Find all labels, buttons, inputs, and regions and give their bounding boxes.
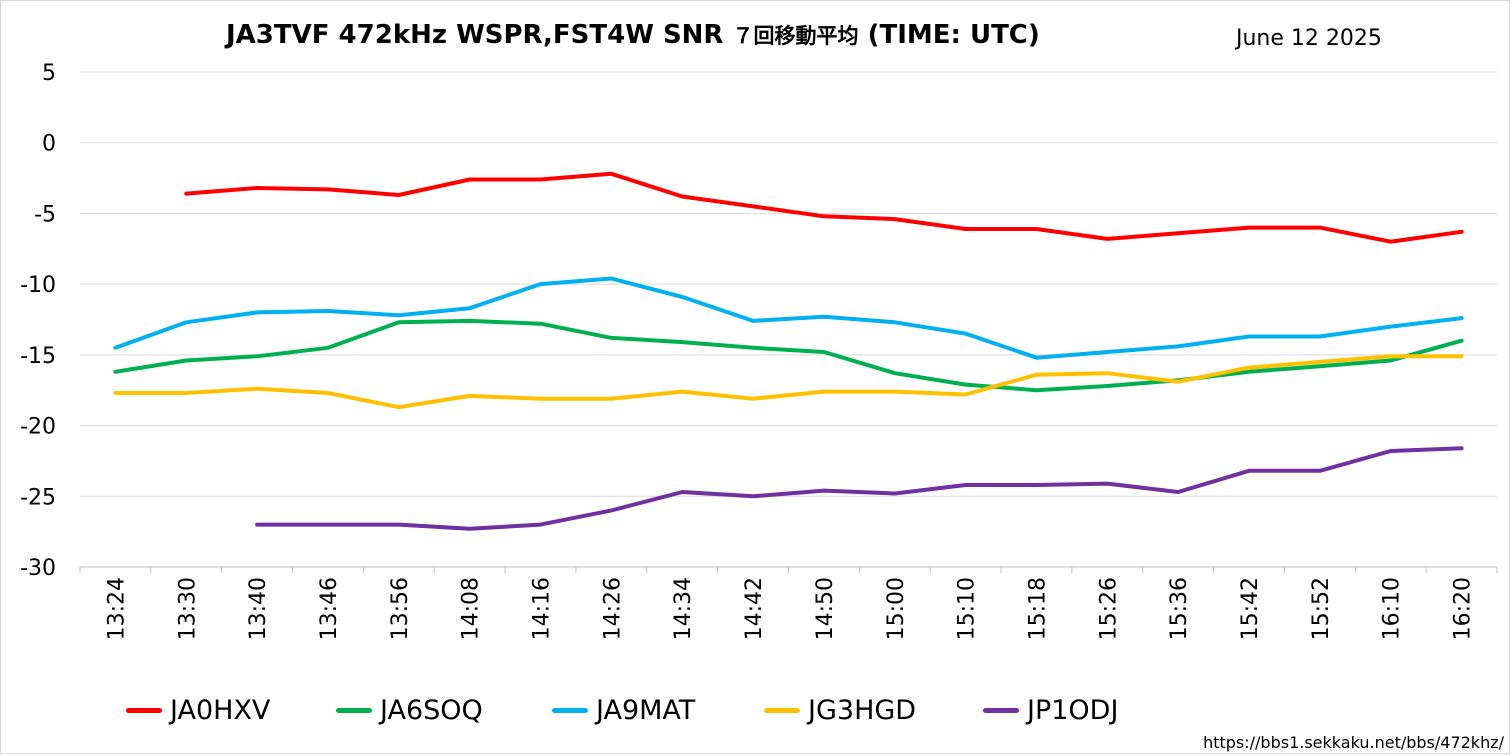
x-tick-label: 13:46	[317, 577, 342, 640]
x-tick-label: 13:30	[175, 577, 200, 640]
series-lines	[113, 171, 1464, 531]
chart-title-main: JA3TVF 472kHz WSPR,FST4W SNR	[226, 20, 724, 50]
legend-item-jp1odj: JP1ODJ	[983, 690, 1118, 730]
gridlines	[80, 71, 1497, 497]
y-tick-label: 0	[42, 132, 56, 157]
y-tick-label: -15	[20, 344, 56, 369]
x-tick-label: 16:20	[1451, 577, 1476, 640]
legend-swatch	[126, 707, 162, 713]
legend-label: JA0HXV	[170, 694, 271, 726]
legend-swatch	[764, 707, 800, 713]
y-tick-label: -5	[34, 202, 56, 227]
chart-title: JA3TVF 472kHz WSPR,FST4W SNR ７回移動平均 (TIM…	[226, 20, 1040, 50]
series-line-jp1odj	[255, 446, 1464, 531]
x-tick-label: 15:18	[1025, 577, 1050, 640]
x-tick-label: 14:50	[813, 577, 838, 640]
legend-item-jg3hgd: JG3HGD	[764, 690, 916, 730]
x-tick-label: 16:10	[1380, 577, 1405, 640]
y-tick-label: -20	[20, 415, 56, 440]
x-tick-label: 15:42	[1238, 577, 1263, 640]
series-line-ja0hxv	[184, 171, 1464, 244]
chart-title-jp: ７回移動平均	[732, 24, 859, 48]
legend: JA0HXV JA6SOQ JA9MAT JG3HGD JP1ODJ	[0, 690, 1512, 730]
x-tick-label: 13:24	[104, 577, 129, 640]
series-line-jg3hgd	[113, 354, 1464, 410]
x-tick-label: 15:36	[1167, 577, 1192, 640]
chart-title-suffix: (TIME: UTC)	[867, 20, 1040, 50]
x-tick-label: 15:10	[955, 577, 980, 640]
legend-swatch	[552, 707, 588, 713]
series-line-ja9mat	[113, 276, 1464, 360]
x-tick-label: 14:08	[459, 577, 484, 640]
x-tick-label: 14:34	[671, 577, 696, 640]
x-tick-label: 13:56	[388, 577, 413, 640]
x-tick-label: 14:42	[742, 577, 767, 640]
legend-item-ja9mat: JA9MAT	[552, 690, 695, 730]
y-tick-label: -10	[20, 273, 56, 298]
legend-swatch	[983, 707, 1019, 713]
x-tick-label: 15:26	[1096, 577, 1121, 640]
x-tick-label: 15:52	[1309, 577, 1334, 640]
axes: 5 0 -5 -10 -15 -20 -25 -30 13:24 13:30 13:40 13:46 1…	[20, 61, 1498, 640]
chart-date: June 12 2025	[1236, 26, 1382, 51]
source-url: https://bbs1.sekkaku.net/bbs/472khz/	[1203, 733, 1504, 752]
legend-item-ja0hxv: JA0HXV	[126, 690, 270, 730]
legend-label: JA6SOQ	[380, 694, 483, 726]
y-tick-label: 5	[42, 61, 56, 86]
legend-label: JA9MAT	[596, 694, 696, 726]
legend-item-ja6soq: JA6SOQ	[336, 690, 483, 730]
title-row: JA3TVF 472kHz WSPR,FST4W SNR ７回移動平均 (TIM…	[0, 16, 1512, 56]
series-line-ja6soq	[113, 318, 1464, 393]
legend-label: JG3HGD	[808, 694, 917, 726]
legend-swatch	[336, 707, 372, 713]
y-tick-label: -30	[20, 556, 56, 581]
x-tick-label: 14:16	[530, 577, 555, 640]
x-tick-label: 13:40	[246, 577, 271, 640]
x-tick-label: 14:26	[600, 577, 625, 640]
x-tick-label: 15:00	[884, 577, 909, 640]
legend-label: JP1ODJ	[1027, 694, 1119, 726]
y-tick-label: -25	[20, 485, 56, 510]
